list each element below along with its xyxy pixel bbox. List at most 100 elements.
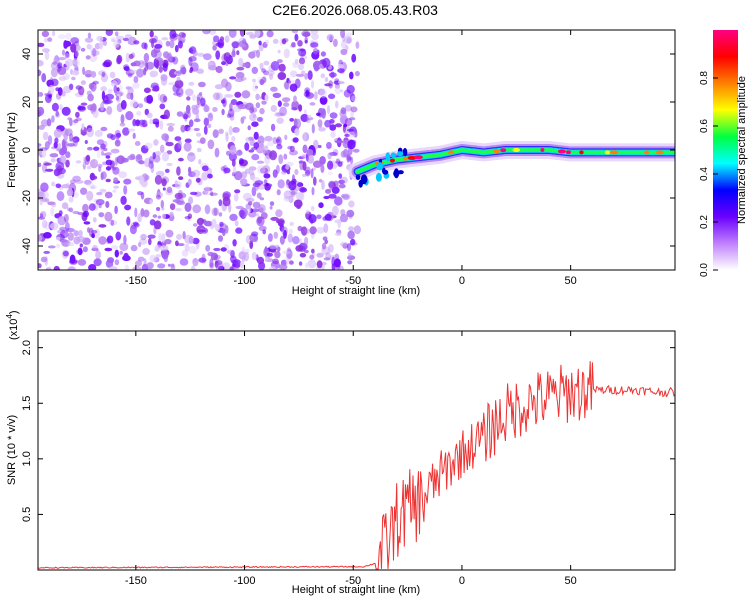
noise-blob <box>272 169 278 178</box>
noise-blob <box>346 243 352 252</box>
noise-blob <box>291 30 299 34</box>
noise-blob <box>326 34 334 41</box>
noise-blob <box>316 260 323 269</box>
noise-blob <box>321 180 325 190</box>
noise-blob <box>102 61 111 68</box>
noise-blob <box>50 158 56 163</box>
noise-blob <box>337 80 344 84</box>
noise-blob <box>289 83 298 92</box>
noise-blob <box>266 141 275 147</box>
noise-blob <box>146 112 153 119</box>
noise-blob <box>165 229 174 238</box>
noise-blob <box>207 173 213 179</box>
noise-blob <box>289 70 298 78</box>
noise-blob <box>298 245 306 253</box>
noise-blob <box>284 134 288 140</box>
noise-blob <box>276 117 284 124</box>
noise-blob <box>169 203 176 211</box>
noise-blob <box>292 61 299 68</box>
noise-blob <box>114 129 121 140</box>
noise-blob <box>304 228 311 234</box>
noise-blob <box>231 40 241 48</box>
noise-blob <box>152 152 156 160</box>
noise-blob <box>38 234 43 242</box>
noise-blob <box>228 152 237 162</box>
noise-blob <box>49 153 59 158</box>
noise-blob <box>73 59 78 65</box>
noise-blob <box>337 68 345 73</box>
noise-blob <box>212 129 219 139</box>
noise-blob <box>153 220 162 230</box>
noise-blob <box>173 92 182 96</box>
noise-blob <box>277 100 282 107</box>
noise-blob <box>209 258 214 268</box>
noise-blob <box>61 106 71 116</box>
noise-blob <box>304 36 308 44</box>
noise-blob <box>65 159 70 168</box>
noise-blob <box>276 246 281 252</box>
noise-blob <box>225 81 232 92</box>
noise-blob <box>38 91 41 97</box>
noise-blob <box>301 70 306 75</box>
noise-blob <box>248 51 256 59</box>
noise-blob <box>307 154 315 164</box>
noise-blob <box>85 73 92 78</box>
spectrogram-x-tick-label: -150 <box>125 275 147 287</box>
noise-blob <box>257 216 262 224</box>
noise-blob <box>231 260 238 264</box>
noise-blob <box>177 40 183 49</box>
noise-blob <box>115 95 120 101</box>
signal-peak <box>389 158 395 163</box>
noise-blob <box>130 244 138 252</box>
noise-blob <box>289 221 294 227</box>
noise-blob <box>124 204 132 211</box>
noise-blob <box>249 113 257 122</box>
noise-blob <box>125 86 132 90</box>
noise-blob <box>61 184 70 189</box>
noise-blob <box>289 145 295 153</box>
noise-blob <box>65 227 75 233</box>
noise-blob <box>151 87 160 92</box>
noise-blob <box>309 226 317 235</box>
noise-blob <box>256 117 263 122</box>
noise-blob <box>220 99 226 104</box>
noise-blob <box>134 141 141 146</box>
noise-blob <box>198 81 206 88</box>
noise-blob <box>50 67 58 78</box>
noise-blob <box>274 251 281 259</box>
noise-blob <box>304 236 309 246</box>
noise-blob <box>272 136 278 145</box>
noise-blob <box>338 183 346 189</box>
noise-blob <box>318 202 324 209</box>
noise-blob <box>156 207 161 211</box>
noise-blob <box>38 263 42 269</box>
noise-blob <box>176 111 184 117</box>
noise-blob <box>132 221 139 226</box>
noise-blob <box>212 107 218 112</box>
snr-y-ticks: 0.5 1.0 1.5 2.0 <box>21 340 675 522</box>
noise-blob <box>327 152 332 160</box>
noise-blob <box>144 142 153 149</box>
noise-blob <box>213 247 221 252</box>
noise-blob <box>48 84 55 94</box>
noise-blob <box>294 33 299 42</box>
noise-blob <box>245 234 252 244</box>
noise-blob <box>111 167 117 171</box>
noise-blob <box>328 80 334 89</box>
noise-blob <box>229 113 235 121</box>
noise-blob <box>311 248 315 254</box>
noise-blob <box>124 34 132 39</box>
noise-blob <box>313 139 319 150</box>
noise-blob <box>100 143 106 150</box>
noise-blob <box>114 31 119 37</box>
snr-x-tick-label: -50 <box>345 575 361 587</box>
noise-blob <box>320 164 325 173</box>
noise-blob <box>229 213 238 221</box>
noise-blob <box>318 107 326 115</box>
noise-blob <box>159 93 167 104</box>
noise-blob <box>182 231 186 240</box>
noise-blob <box>192 50 198 57</box>
noise-blob <box>48 94 52 98</box>
noise-blob <box>269 266 277 270</box>
noise-blob <box>94 159 98 164</box>
